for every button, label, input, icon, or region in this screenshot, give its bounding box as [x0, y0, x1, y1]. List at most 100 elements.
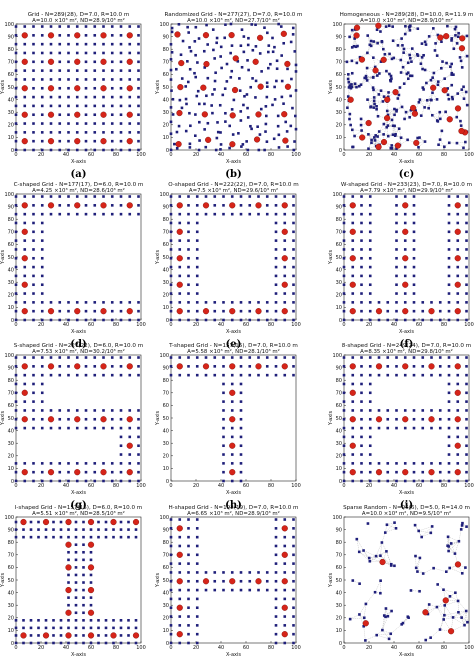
sensor-point	[239, 44, 243, 48]
sensor-point	[465, 462, 468, 465]
sensor-point	[178, 615, 182, 618]
sensor-point	[187, 544, 190, 548]
sensor-point	[170, 50, 174, 54]
sensor-point	[187, 615, 190, 618]
sensor-point	[225, 80, 229, 83]
link-edge	[382, 615, 385, 631]
sensor-point	[128, 435, 132, 439]
panel-a: Grid - N=289(28), D=7.0, R=10.0 mA=10.0 …	[0, 12, 146, 180]
sensor-point	[447, 373, 451, 377]
sensor-point	[169, 356, 173, 359]
panel-title: Homogeneous - N=289(28), D=10.0, R=11.9 …	[340, 12, 474, 18]
anchor-point	[428, 363, 435, 370]
y-axis-label: Y-axis	[328, 79, 334, 95]
sensor-point	[389, 79, 393, 83]
sensor-point	[273, 85, 276, 89]
sensor-point	[40, 69, 44, 72]
sensor-point	[438, 479, 442, 483]
sensor-point	[169, 68, 173, 72]
x-tick-label: 20	[38, 645, 44, 651]
sensor-point	[222, 579, 225, 583]
sensor-point	[447, 274, 451, 278]
anchor-point	[126, 32, 133, 39]
y-tick-label: 0	[166, 479, 169, 485]
sensor-point	[342, 453, 346, 456]
link-edge	[443, 617, 454, 620]
sensor-point	[169, 518, 173, 521]
sensor-point	[44, 626, 48, 630]
sensor-point	[110, 479, 114, 483]
sensor-point	[274, 230, 278, 234]
sensor-point	[388, 72, 391, 76]
sensor-point	[385, 69, 388, 73]
link-edge	[377, 136, 380, 145]
sensor-point	[14, 301, 18, 304]
sensor-point	[375, 633, 378, 637]
sensor-point	[14, 641, 18, 645]
panel-b: Randomized Grid - N=277(27), D=7.0, R=10…	[155, 12, 303, 180]
sensor-point	[360, 470, 363, 474]
sensor-point	[196, 61, 199, 64]
sensor-point	[219, 55, 222, 58]
sensor-point	[58, 42, 62, 46]
sensor-point	[128, 426, 132, 430]
sensor-point	[342, 409, 346, 412]
sensor-point	[366, 98, 369, 101]
anchor-point	[47, 138, 55, 145]
anchor-point	[375, 22, 382, 29]
sensor-point	[412, 479, 416, 483]
anchor-point	[353, 32, 360, 39]
sensor-point	[84, 301, 88, 304]
sensor-point	[412, 230, 416, 234]
sensor-point	[224, 23, 227, 26]
sensor-point	[438, 628, 442, 631]
sensor-point	[213, 373, 217, 377]
sensor-point	[93, 51, 97, 55]
x-tick-label: 100	[291, 645, 301, 651]
link-edge	[365, 634, 377, 641]
sensor-point	[401, 621, 405, 625]
panel-f: W-shaped Grid - N=233(23), D=7.0, R=10.0…	[328, 182, 474, 350]
sensor-point	[102, 148, 105, 152]
sensor-point	[223, 87, 227, 90]
sensor-point	[32, 204, 35, 207]
sensor-point	[14, 535, 18, 539]
sensor-point	[238, 77, 241, 80]
sensor-point	[32, 34, 35, 37]
anchor-point	[281, 363, 288, 370]
sensor-point	[447, 283, 451, 287]
sensor-point	[58, 78, 62, 81]
sensor-point	[59, 641, 63, 645]
sensor-point	[351, 426, 355, 430]
sensor-point	[222, 301, 225, 304]
sensor-point	[342, 356, 346, 359]
x-tick-label: 20	[193, 152, 199, 158]
sensor-point	[248, 309, 252, 313]
sensor-point	[74, 550, 78, 554]
sensor-point	[347, 80, 351, 84]
sensor-point	[294, 127, 298, 131]
sensor-point	[82, 543, 85, 547]
sensor-point	[32, 292, 35, 295]
sensor-point	[342, 479, 346, 483]
sensor-point	[265, 95, 269, 99]
sensor-point	[75, 356, 79, 359]
sensor-point	[40, 373, 44, 377]
sensor-point	[364, 77, 368, 80]
sensor-point	[243, 94, 246, 98]
sensor-point	[84, 113, 88, 117]
sensor-point	[377, 356, 381, 359]
link-edge	[374, 101, 383, 105]
sensor-point	[346, 106, 349, 110]
sensor-point	[257, 373, 260, 377]
sensor-point	[67, 78, 70, 81]
y-tick-label: 80	[163, 47, 169, 53]
sensor-point	[465, 248, 468, 251]
sensor-point	[350, 28, 354, 32]
sensor-point	[265, 309, 269, 313]
x-tick-label: 0	[14, 322, 17, 328]
link-edge	[373, 57, 376, 67]
sensor-point	[422, 53, 425, 57]
sensor-point	[351, 221, 355, 225]
